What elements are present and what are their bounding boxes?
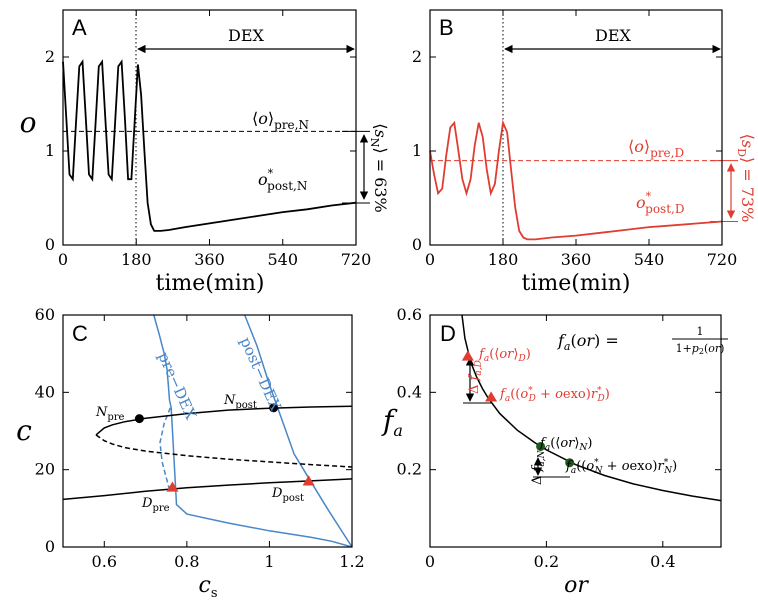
- y-tick-label: 2: [45, 47, 55, 66]
- series-line: [153, 314, 353, 548]
- fixed-points: [134, 403, 315, 492]
- formula-numerator: 1: [697, 325, 704, 338]
- point-marker: [134, 414, 144, 424]
- y-tick-label: 0: [45, 235, 55, 254]
- point-marker: [269, 403, 279, 413]
- panel-a: DEX A ⟨o⟩pre,N o* post,N ⟨sN⟩ = 63% 0 180 3…: [20, 9, 390, 296]
- series-line: [95, 405, 353, 436]
- x-axis-label: time(min): [156, 271, 265, 296]
- x-tick-label: 0.6: [92, 552, 117, 571]
- x-axis-label: cs: [199, 573, 218, 600]
- y-axis-label: fa: [381, 404, 403, 440]
- x-tick-label: 720: [341, 250, 372, 269]
- point-marker: [536, 441, 546, 451]
- triangle-marker: [302, 475, 315, 486]
- axis-ticks: 0 180 360 540 720 0 1 2: [412, 10, 737, 269]
- x-tick-label: 540: [267, 250, 298, 269]
- npre-label: Npre: [95, 405, 125, 423]
- y-tick-label: 1: [412, 141, 422, 160]
- x-tick-label: 180: [488, 250, 519, 269]
- x-tick-label: 0.4: [650, 552, 675, 571]
- panel-label: A: [72, 15, 87, 40]
- delta-n-label: Δ fa,N: [530, 449, 547, 485]
- y-tick-label: 0.2: [397, 460, 422, 479]
- delta-d-label: Δ fa,D: [467, 360, 484, 394]
- npost-label: Npost: [223, 393, 257, 411]
- series-line: [159, 407, 172, 494]
- label-fa-post-n: fa((o* N + oexo)r* N): [565, 458, 677, 476]
- triangle-marker: [461, 350, 474, 361]
- axis-ticks: 0 0.2 0.4 0.2 0.4 0.6: [397, 305, 721, 571]
- panel-label: C: [72, 321, 88, 346]
- dpre-label: Dpre: [141, 496, 170, 514]
- x-tick-label: 360: [561, 250, 592, 269]
- axis-ticks: 0.6 0.8 1 1.2 0 20 40 60: [35, 305, 365, 571]
- post-annotation: o* post,N: [258, 167, 307, 193]
- series-line: [429, 119, 723, 241]
- dpost-label: Dpost: [271, 486, 304, 504]
- axis-ticks: 0 180 360 540 720 0 1 2: [45, 10, 371, 269]
- label-fa-orn: fa(⟨or⟩N): [539, 436, 592, 453]
- point-marker: [565, 458, 575, 468]
- x-tick-label: 720: [707, 250, 738, 269]
- y-tick-label: 0: [412, 235, 422, 254]
- markers: [461, 350, 575, 468]
- dex-label: DEX: [595, 26, 632, 45]
- series-line: [62, 59, 357, 232]
- percent-annotation: ⟨sN⟩ = 63%: [368, 123, 390, 212]
- y-tick-label: 0.6: [397, 305, 422, 324]
- axes-frame: [62, 9, 357, 246]
- label-fa-post-d: fa((o* D + oexo)r* D): [499, 386, 610, 404]
- series-line: [244, 314, 353, 548]
- x-axis-label: or: [564, 573, 589, 598]
- panel-label: D: [440, 321, 456, 346]
- panel-b: DEX B ⟨o⟩pre,D o* post,D ⟨sD⟩ = 73% 0 180 3…: [412, 9, 757, 296]
- x-tick-label: 0.2: [534, 552, 559, 571]
- x-tick-label: 540: [634, 250, 665, 269]
- x-tick-label: 1.2: [339, 552, 364, 571]
- panel-label: B: [439, 15, 454, 40]
- x-tick-label: 0: [425, 552, 435, 571]
- y-tick-label: 0: [45, 537, 55, 556]
- y-tick-label: 1: [45, 141, 55, 160]
- series-line: [95, 434, 353, 468]
- y-tick-label: 60: [35, 305, 55, 324]
- y-tick-label: 20: [35, 460, 55, 479]
- y-axis-label: c: [16, 414, 32, 447]
- percent-annotation: ⟨sD⟩ = 73%: [735, 134, 757, 223]
- y-tick-label: 40: [35, 382, 55, 401]
- x-axis-label: time(min): [522, 271, 631, 296]
- formula: fa(or) =: [557, 331, 619, 353]
- x-tick-label: 0: [58, 250, 68, 269]
- x-tick-label: 0.8: [174, 552, 199, 571]
- y-tick-label: 2: [412, 47, 422, 66]
- curves: [62, 314, 353, 548]
- series-line: [62, 478, 353, 501]
- x-tick-label: 0: [425, 250, 435, 269]
- axes-frame: [429, 314, 722, 548]
- formula-denominator: 1+p2(or): [676, 342, 725, 356]
- post-annotation: o* post,D: [636, 190, 684, 216]
- x-tick-label: 1: [264, 552, 274, 571]
- triangle-marker: [166, 481, 179, 492]
- y-axis-label: o: [20, 106, 37, 139]
- x-tick-label: 180: [121, 250, 152, 269]
- mean-annotation: ⟨o⟩pre,D: [628, 137, 684, 160]
- y-tick-label: 0.4: [397, 382, 422, 401]
- pre-dex-label: pre−DEX: [154, 349, 200, 422]
- panel-d: 0 0.2 0.4 0.2 0.4 0.6 D fa(or) = 1 1+p2(or) f…: [381, 305, 728, 598]
- dex-label: DEX: [228, 26, 265, 45]
- triangle-marker: [485, 391, 498, 402]
- mean-annotation: ⟨o⟩pre,N: [252, 109, 309, 132]
- axes-frame: [62, 314, 353, 548]
- x-tick-label: 360: [194, 250, 225, 269]
- label-fa-ord: fa(⟨or⟩D): [478, 347, 531, 364]
